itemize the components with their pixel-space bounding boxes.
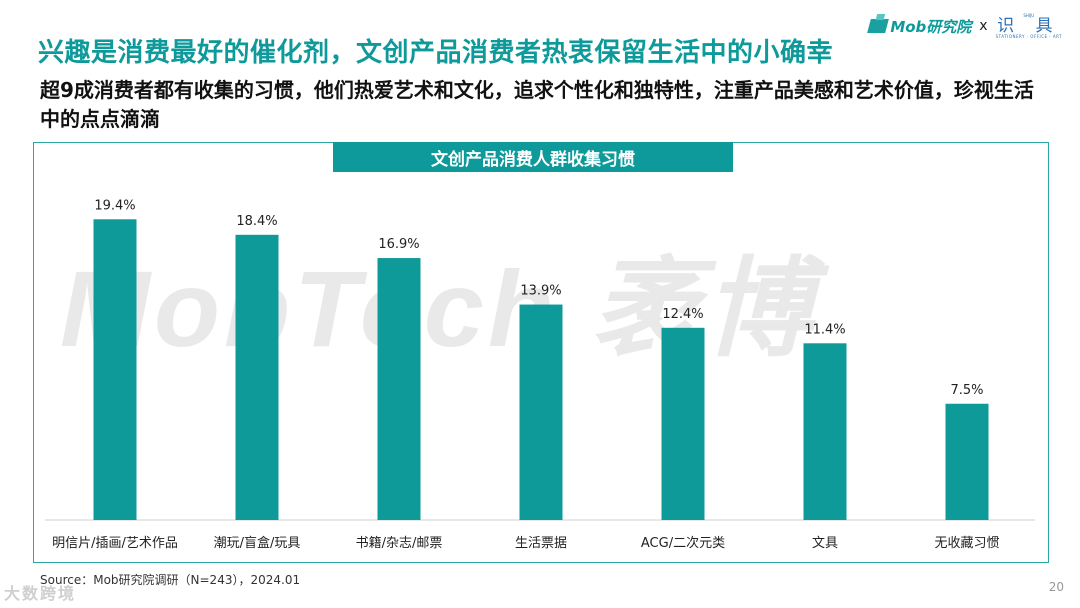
bar-value-label: 7.5% xyxy=(950,383,983,398)
partner-logo-top: SHIJU xyxy=(1023,12,1035,18)
bar xyxy=(93,219,137,521)
partner-logo: SHIJU 识 具 STATIONERY · OFFICE · ART xyxy=(995,12,1062,39)
bar-value-label: 18.4% xyxy=(236,214,277,229)
bar-value-label: 19.4% xyxy=(94,198,135,213)
bar xyxy=(803,343,847,520)
x-tick-label: 生活票据 xyxy=(515,536,567,551)
x-tick-label: 无收藏习惯 xyxy=(934,535,999,551)
corner-watermark: 大数跨境 xyxy=(4,584,77,603)
bar xyxy=(235,234,279,521)
bar xyxy=(945,403,989,520)
page-number: 20 xyxy=(1048,580,1064,594)
partner-logo-bottom: STATIONERY · OFFICE · ART xyxy=(995,33,1062,39)
bar-value-label: 13.9% xyxy=(520,284,561,299)
logo-area: Mob研究院 x SHIJU 识 具 STATIONERY · OFFICE ·… xyxy=(867,6,1062,46)
x-tick-label: 文具 xyxy=(812,536,838,551)
bar xyxy=(519,304,563,520)
x-tick-label: 书籍/杂志/邮票 xyxy=(356,535,443,551)
bar xyxy=(377,258,421,520)
x-tick-label: ACG/二次元类 xyxy=(641,535,725,551)
chart-title: 文创产品消费人群收集习惯 xyxy=(333,142,733,172)
mob-logo: Mob研究院 xyxy=(867,16,972,37)
bar-value-label: 11.4% xyxy=(804,322,845,337)
bar-value-label: 16.9% xyxy=(378,237,419,252)
logo-separator: x xyxy=(979,18,988,34)
bar xyxy=(661,327,705,520)
page-title: 兴趣是消费最好的催化剂，文创产品消费者热衷保留生活中的小确幸 xyxy=(38,38,834,68)
partner-logo-main: 识 具 xyxy=(997,15,1061,36)
x-tick-label: 潮玩/盲盒/玩具 xyxy=(214,535,301,551)
mob-logo-text: Mob研究院 xyxy=(890,17,972,36)
source-note: Source：Mob研究院调研（N=243），2024.01 xyxy=(40,573,301,587)
page-subtitle: 超9成消费者都有收集的习惯，他们热爱艺术和文化，追求个性化和独特性，注重产品美感… xyxy=(40,78,1034,131)
bar-value-label: 12.4% xyxy=(662,307,703,322)
x-tick-label: 明信片/插画/艺术作品 xyxy=(52,536,178,551)
